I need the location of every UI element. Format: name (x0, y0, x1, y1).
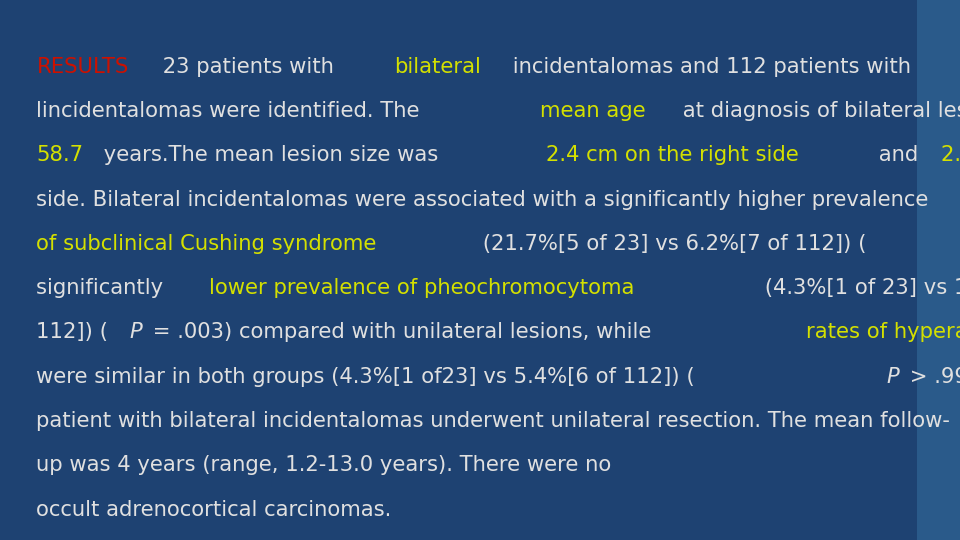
Text: > .99). Only one: > .99). Only one (902, 367, 960, 387)
Text: rates of hyperaldosteronism: rates of hyperaldosteronism (806, 322, 960, 342)
Text: side. Bilateral incidentalomas were associated with a significantly higher preva: side. Bilateral incidentalomas were asso… (36, 190, 929, 210)
Text: and: and (873, 145, 925, 165)
Text: = .003) compared with unilateral lesions, while: = .003) compared with unilateral lesions… (146, 322, 658, 342)
Text: 2.4 cm on the right side: 2.4 cm on the right side (546, 145, 799, 165)
Text: lincidentalomas were identified. The: lincidentalomas were identified. The (36, 101, 427, 121)
Text: significantly: significantly (36, 278, 170, 298)
Text: 58.7: 58.7 (36, 145, 84, 165)
Bar (917, 0, 960, 540)
Text: 23 patients with: 23 patients with (156, 57, 340, 77)
Text: occult adrenocortical carcinomas.: occult adrenocortical carcinomas. (36, 500, 392, 519)
Text: (4.3%[1 of 23] vs 19.6%[22 of: (4.3%[1 of 23] vs 19.6%[22 of (758, 278, 960, 298)
Text: bilateral: bilateral (394, 57, 481, 77)
Text: P: P (130, 322, 142, 342)
Text: (21.7%[5 of 23] vs 6.2%[7 of 112]) (: (21.7%[5 of 23] vs 6.2%[7 of 112]) ( (475, 234, 866, 254)
Text: P: P (886, 367, 900, 387)
Text: at diagnosis of bilateral lesions was: at diagnosis of bilateral lesions was (676, 101, 960, 121)
Text: lower prevalence of pheochromocytoma: lower prevalence of pheochromocytoma (209, 278, 635, 298)
Text: 112]) (: 112]) ( (36, 322, 108, 342)
Text: were similar in both groups (4.3%[1 of23] vs 5.4%[6 of 112]) (: were similar in both groups (4.3%[1 of23… (36, 367, 695, 387)
Text: incidentalomas and 112 patients with: incidentalomas and 112 patients with (506, 57, 918, 77)
Text: RESULTS: RESULTS (36, 57, 129, 77)
Text: up was 4 years (range, 1.2-13.0 years). There were no: up was 4 years (range, 1.2-13.0 years). … (36, 455, 612, 475)
Text: 2.8 cm on the left: 2.8 cm on the left (941, 145, 960, 165)
Text: years.The mean lesion size was: years.The mean lesion size was (97, 145, 445, 165)
Text: of subclinical Cushing syndrome: of subclinical Cushing syndrome (36, 234, 377, 254)
Text: mean age: mean age (540, 101, 646, 121)
Text: patient with bilateral incidentalomas underwent unilateral resection. The mean f: patient with bilateral incidentalomas un… (36, 411, 950, 431)
